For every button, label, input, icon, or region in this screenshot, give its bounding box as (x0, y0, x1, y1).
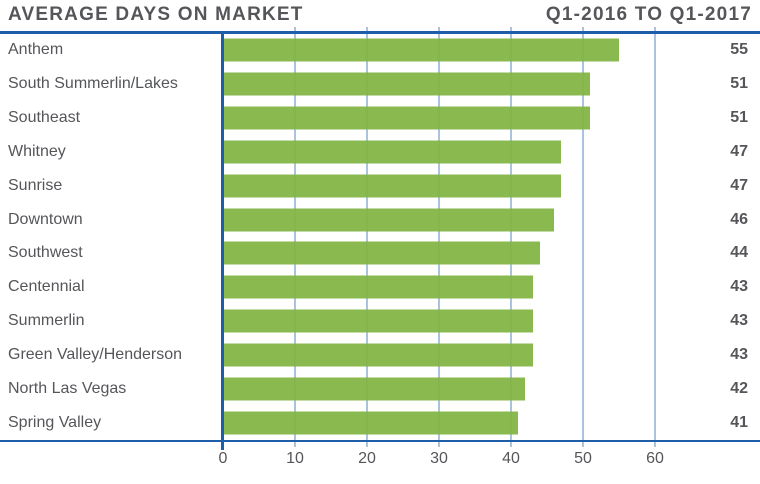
category-label: Whitney (8, 142, 66, 160)
value-label: 42 (730, 380, 748, 398)
bar (223, 208, 555, 232)
category-label: Spring Valley (8, 414, 102, 432)
bar (223, 343, 533, 367)
bar-row: Southwest 44 (0, 237, 760, 271)
category-label: Centennial (8, 278, 85, 296)
value-label: 44 (730, 244, 748, 262)
category-label: Southeast (8, 108, 81, 126)
bar-row: Spring Valley 41 (0, 406, 760, 440)
value-label: 43 (730, 346, 748, 364)
category-label: Southwest (8, 244, 83, 262)
x-tick-label: 40 (502, 450, 520, 467)
page-title: AVERAGE DAYS ON MARKET (8, 4, 304, 25)
bar (223, 377, 526, 401)
value-label: 55 (730, 40, 748, 58)
bar (223, 174, 562, 198)
category-label: Sunrise (8, 176, 63, 194)
value-label: 46 (730, 210, 748, 228)
value-label: 51 (730, 74, 748, 92)
bar (223, 275, 533, 299)
category-label: North Las Vegas (8, 380, 127, 398)
x-tick-label: 50 (574, 450, 592, 467)
x-axis-line (0, 440, 760, 442)
bar-row: Centennial 43 (0, 270, 760, 304)
bar-row: South Summerlin/Lakes 51 (0, 67, 760, 101)
x-tick-label: 0 (218, 450, 228, 467)
value-label: 41 (730, 414, 748, 432)
value-label: 51 (730, 108, 748, 126)
value-label: 43 (730, 312, 748, 330)
bar-row: Summerlin 43 (0, 304, 760, 338)
value-label: 43 (730, 278, 748, 296)
bar-row: Anthem 55 (0, 33, 760, 67)
gridline (582, 27, 584, 447)
category-label: Downtown (8, 210, 83, 228)
x-tick-label: 20 (358, 450, 376, 467)
bar-row: Whitney 47 (0, 135, 760, 169)
gridline (366, 27, 368, 447)
bar (223, 38, 619, 62)
bar (223, 106, 591, 130)
value-label: 47 (730, 142, 748, 160)
gridline (510, 27, 512, 447)
x-tick-label: 10 (286, 450, 304, 467)
category-label: Summerlin (8, 312, 85, 330)
bar (223, 140, 562, 164)
top-axis-line (0, 31, 760, 34)
bar (223, 411, 519, 435)
gridline (654, 27, 656, 447)
category-label: South Summerlin/Lakes (8, 74, 178, 92)
bar-row: Sunrise 47 (0, 169, 760, 203)
bar-row: Downtown 46 (0, 203, 760, 237)
bar-rows: Anthem 55 South Summerlin/Lakes 51 Southeast… (0, 33, 760, 440)
category-label: Anthem (8, 40, 64, 58)
bar (223, 241, 540, 265)
period-label: Q1-2016 TO Q1-2017 (545, 4, 752, 25)
gridline (294, 27, 296, 447)
y-axis-line (221, 31, 224, 450)
x-tick-label: 60 (646, 450, 664, 467)
x-tick-label: 30 (430, 450, 448, 467)
bar-row: Southeast 51 (0, 101, 760, 135)
bar-row: Green Valley/Henderson 43 (0, 338, 760, 372)
bar (223, 72, 591, 96)
value-label: 47 (730, 176, 748, 194)
category-label: Green Valley/Henderson (8, 346, 183, 364)
gridline (438, 27, 440, 447)
bar-row: North Las Vegas 42 (0, 372, 760, 406)
bar (223, 309, 533, 333)
